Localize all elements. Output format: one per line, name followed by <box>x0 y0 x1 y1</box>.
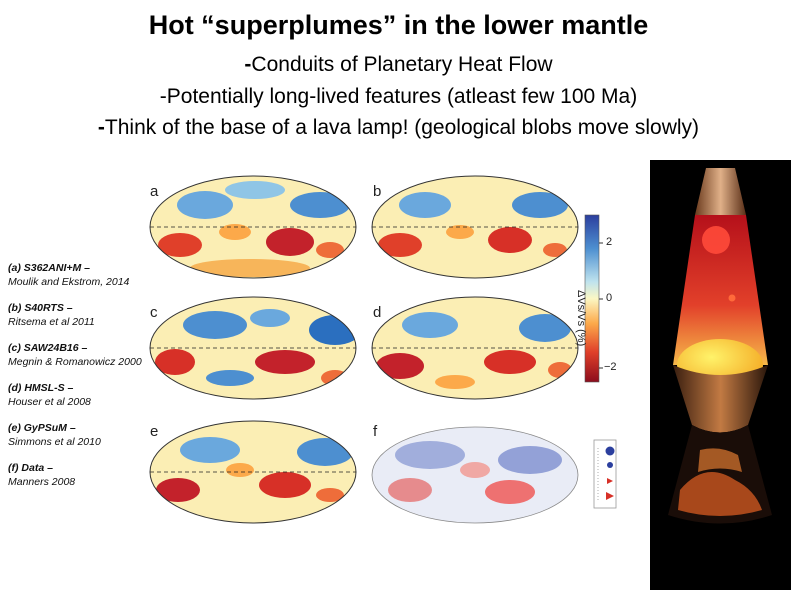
bullet-1-dash: - <box>244 53 252 76</box>
panel-letter-c: c <box>150 304 158 321</box>
reference-c: (c) SAW24B16 – Megnin & Romanowicz 2000 <box>8 342 142 368</box>
reference-f: (f) Data – Manners 2008 <box>8 462 76 488</box>
bullet-2-text: Potentially long-lived features (atleast… <box>166 85 638 108</box>
reference-a: (a) S362ANI+M – Moulik and Ekstrom, 2014 <box>8 262 130 288</box>
lava-lamp-icon <box>668 168 772 524</box>
bullet-2-dash: - <box>159 85 167 108</box>
panel-letter-a: a <box>150 183 159 200</box>
lava-lamp-illustration <box>650 160 791 590</box>
colorbar-tick-low: −2 <box>604 361 617 373</box>
reference-b: (b) S40RTS – Ritsema et al 2011 <box>8 302 95 328</box>
bullet-2: -Potentially long-lived features (atleas… <box>0 85 797 109</box>
colorbar-tick-high: 2 <box>606 236 613 248</box>
panel-letter-f: f <box>373 423 378 440</box>
bullet-3-text: Think of the base of a lava lamp! (geolo… <box>104 116 700 139</box>
map-panel-f <box>371 426 579 524</box>
panel-letter-d: d <box>373 304 382 321</box>
map-panel-d <box>371 296 579 400</box>
model-references: (a) S362ANI+M – Moulik and Ekstrom, 2014 … <box>8 262 158 502</box>
panel-letter-e: e <box>150 423 159 440</box>
colorbar-tick-zero: 0 <box>606 292 613 304</box>
map-panel-e <box>149 420 357 524</box>
slide-title: Hot “superplumes” in the lower mantle <box>148 10 649 40</box>
panel-f-legend <box>593 439 617 509</box>
bullet-1: -Conduits of Planetary Heat Flow <box>0 53 797 77</box>
colorbar-label: ΔVs/Vs (%) <box>575 290 587 347</box>
reference-d: (d) HMSL-S – Houser et al 2008 <box>8 382 91 408</box>
map-panel-a <box>149 175 357 279</box>
map-panel-b <box>371 175 579 279</box>
bullet-3-dash: - <box>97 116 105 139</box>
bullet-1-text: Conduits of Planetary Heat Flow <box>251 53 553 76</box>
bullet-3: -Think of the base of a lava lamp! (geol… <box>0 116 797 140</box>
reference-e: (e) GyPSuM – Simmons et al 2010 <box>8 422 101 448</box>
colorbar <box>584 214 603 383</box>
map-panel-c <box>149 296 357 400</box>
panel-letter-b: b <box>373 183 382 200</box>
